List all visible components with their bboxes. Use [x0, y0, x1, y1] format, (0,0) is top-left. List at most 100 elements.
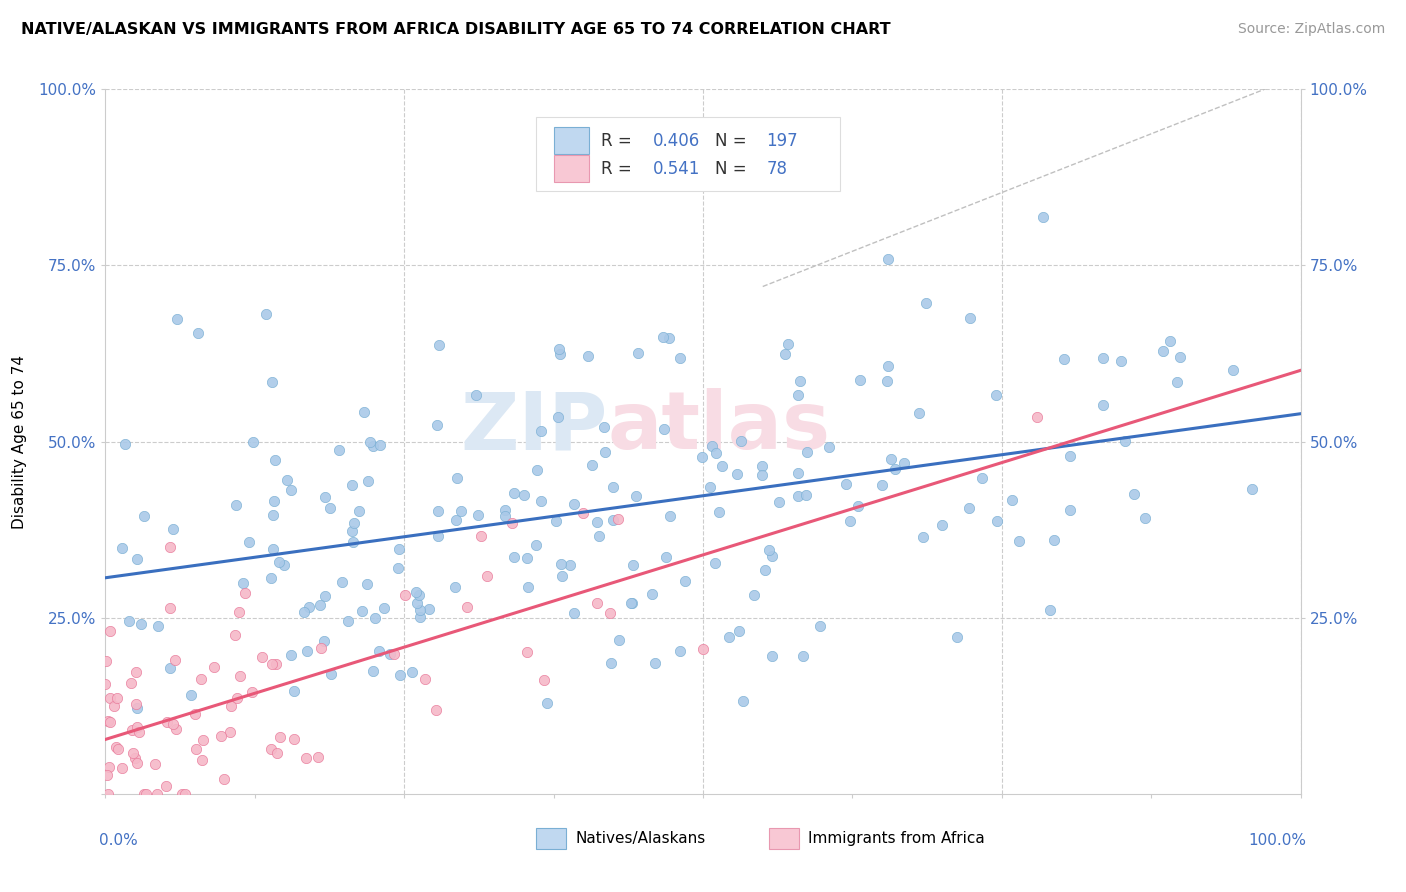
Bar	[554, 128, 589, 154]
Point	[314, 590, 336, 604]
Point	[228, 605, 250, 619]
Point	[560, 558, 582, 573]
Point	[1159, 334, 1181, 349]
Point	[585, 515, 607, 529]
Point	[668, 351, 690, 366]
Point	[704, 446, 727, 460]
Point	[792, 649, 814, 664]
Point	[266, 746, 288, 760]
Point	[707, 505, 730, 519]
Text: R =: R =	[602, 132, 637, 150]
Point	[343, 516, 366, 530]
Point	[297, 644, 319, 658]
Point	[145, 787, 167, 801]
Point	[786, 466, 808, 480]
Point	[359, 434, 381, 449]
Point	[163, 653, 186, 667]
Point	[1135, 511, 1157, 525]
Point	[384, 647, 406, 661]
Point	[593, 420, 616, 434]
Point	[98, 760, 121, 774]
Point	[627, 345, 650, 359]
Point	[778, 337, 800, 351]
Point	[209, 729, 232, 743]
Point	[98, 715, 121, 730]
Point	[524, 538, 547, 552]
Point	[143, 757, 166, 772]
Point	[97, 714, 120, 729]
Point	[876, 375, 898, 389]
Point	[128, 725, 150, 739]
Point	[599, 606, 621, 620]
Point	[959, 310, 981, 325]
Point	[107, 742, 129, 756]
Point	[180, 688, 202, 702]
Point	[100, 691, 122, 706]
Point	[426, 504, 449, 518]
Text: ZIP: ZIP	[460, 388, 607, 467]
Point	[425, 703, 447, 717]
Point	[187, 326, 209, 341]
Point	[877, 252, 900, 266]
Point	[931, 517, 953, 532]
Point	[624, 489, 647, 503]
Point	[620, 596, 643, 610]
Point	[456, 600, 478, 615]
Point	[450, 503, 472, 517]
Point	[97, 787, 120, 801]
Point	[849, 373, 872, 387]
Point	[1166, 376, 1188, 390]
Point	[607, 511, 630, 525]
Point	[810, 619, 832, 633]
Point	[641, 587, 664, 601]
Point	[761, 649, 783, 664]
Point	[710, 458, 733, 473]
Point	[600, 657, 623, 671]
Point	[292, 605, 315, 619]
Text: Source: ZipAtlas.com: Source: ZipAtlas.com	[1237, 22, 1385, 37]
Point	[659, 508, 682, 523]
Point	[427, 338, 450, 352]
Text: NATIVE/ALASKAN VS IMMIGRANTS FROM AFRICA DISABILITY AGE 65 TO 74 CORRELATION CHA: NATIVE/ALASKAN VS IMMIGRANTS FROM AFRICA…	[21, 22, 891, 37]
Point	[880, 451, 903, 466]
Point	[155, 714, 177, 729]
Point	[298, 600, 321, 615]
Point	[838, 514, 860, 528]
Point	[1053, 351, 1076, 366]
Point	[159, 661, 181, 675]
Text: Immigrants from Africa: Immigrants from Africa	[808, 830, 986, 846]
Point	[98, 624, 121, 638]
Point	[444, 513, 467, 527]
Point	[166, 312, 188, 326]
Point	[127, 720, 149, 734]
Point	[311, 641, 333, 656]
Point	[1025, 410, 1047, 425]
Point	[794, 488, 817, 502]
Text: 197: 197	[766, 132, 799, 150]
Point	[103, 698, 125, 713]
Point	[238, 535, 260, 549]
Point	[94, 654, 117, 668]
Text: 78: 78	[766, 160, 787, 178]
Point	[394, 588, 416, 602]
Point	[704, 556, 727, 570]
Point	[550, 557, 572, 571]
Point	[347, 504, 370, 518]
Point	[170, 787, 193, 801]
Point	[125, 756, 148, 771]
Point	[336, 614, 359, 628]
Text: Natives/Alaskans: Natives/Alaskans	[575, 830, 706, 846]
Point	[911, 530, 934, 544]
Point	[446, 471, 468, 485]
Point	[533, 673, 555, 688]
Point	[260, 571, 283, 585]
Point	[796, 445, 818, 459]
Point	[363, 664, 385, 678]
Point	[702, 440, 724, 454]
Point	[350, 604, 373, 618]
Point	[110, 541, 132, 555]
Point	[761, 549, 783, 564]
Point	[1241, 483, 1264, 497]
Point	[190, 753, 212, 767]
Point	[1032, 210, 1054, 224]
